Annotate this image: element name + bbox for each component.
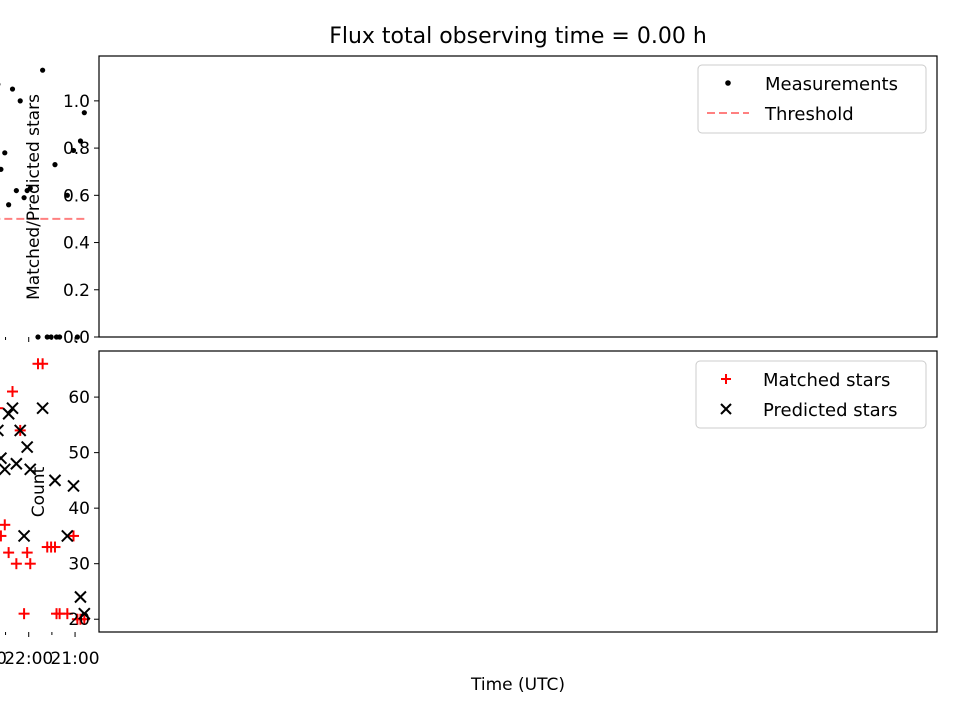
count-legend: Matched stars Predicted stars: [695, 360, 927, 429]
matched-star-marker: [51, 608, 63, 620]
ratio-y-tick-label: 0.4: [63, 234, 90, 254]
predicted-star-marker: [17, 529, 31, 543]
predicted-marker-b: [17, 529, 31, 543]
predicted-star-marker: [0, 424, 5, 437]
predicted-marker-b: [20, 440, 34, 454]
measurement-point: [6, 202, 12, 208]
measurement-point: [52, 162, 58, 168]
predicted-marker-b: [36, 401, 49, 415]
measurement-point: [24, 187, 30, 194]
predicted-marker-b: [14, 424, 27, 437]
measurement-point: [2, 150, 8, 156]
predicted-marker-b: [0, 451, 8, 461]
legend-predicted-marker: [720, 403, 732, 415]
ratio-panel: Flux total observing time = 0.00 h 0.0 0.…: [0, 24, 938, 348]
measurement-point: [40, 67, 46, 73]
predicted-marker-b: [74, 590, 87, 604]
predicted-marker-b: [48, 474, 62, 487]
matched-star-marker: [18, 608, 30, 620]
predicted-marker-b: [10, 457, 23, 470]
count-y-tick-label: 20: [68, 610, 90, 630]
ratio-y-axis-label: Matched/Predicted stars: [24, 94, 44, 300]
matched-star-marker: [21, 547, 33, 559]
measurement-point: [0, 166, 4, 172]
predicted-marker-b: [24, 463, 37, 476]
count-y-axis-label: Count: [29, 466, 49, 517]
predicted-star-marker: [6, 401, 19, 415]
predicted-marker-b: [0, 463, 11, 476]
measurement-point: [74, 334, 80, 340]
predicted-star-marker: [67, 479, 80, 493]
matched-star-marker: [3, 547, 15, 559]
predicted-marker-b: [67, 479, 80, 493]
ratio-plot-frame: [98, 55, 938, 338]
count-y-tick-label: 60: [68, 388, 90, 408]
matched-star-marker: [32, 358, 44, 370]
predicted-star-marker: [78, 607, 91, 620]
count-x-tick-label: 22:00: [4, 649, 53, 669]
predicted-marker-b: [0, 424, 5, 430]
measurement-point: [9, 86, 16, 92]
predicted-marker-a: [0, 431, 5, 437]
matched-star-marker: [41, 541, 53, 553]
measurement-point: [17, 98, 23, 104]
predicted-star-marker: [61, 529, 74, 543]
predicted-star-marker: [0, 451, 8, 465]
legend-threshold-label: Threshold: [764, 104, 854, 125]
predicted-star-marker: [2, 407, 15, 420]
predicted-star-marker: [10, 457, 23, 470]
legend-measurements-marker: [725, 80, 731, 86]
predicted-star-marker: [0, 463, 11, 476]
legend-measurements-label: Measurements: [765, 74, 898, 95]
matched-star-marker: [10, 558, 22, 570]
predicted-marker-b: [61, 529, 74, 543]
predicted-star-marker: [48, 474, 62, 487]
ratio-y-tick-label: 0.0: [63, 328, 90, 348]
measurement-point: [77, 138, 84, 144]
measurement-point: [53, 334, 60, 340]
legend-matched-label: Matched stars: [763, 370, 890, 391]
predicted-marker-b: [2, 407, 15, 420]
ratio-y-tick-label: 0.2: [63, 281, 90, 301]
count-y-tick-label: 50: [68, 444, 90, 464]
predicted-star-marker: [24, 463, 37, 476]
chart-title: Flux total observing time = 0.00 h: [329, 24, 707, 49]
measurement-point: [13, 187, 19, 194]
predicted-star-marker: [74, 590, 87, 604]
ratio-y-tick-label: 1.0: [63, 92, 90, 112]
count-x-tick-label: 23:00: [0, 649, 7, 669]
measurement-point: [44, 334, 50, 340]
matched-star-marker: [6, 386, 18, 398]
matched-star-marker: [24, 558, 36, 570]
matched-star-marker: [0, 530, 7, 542]
predicted-marker-b: [78, 607, 91, 620]
measurement-point: [21, 195, 27, 201]
predicted-star-marker: [20, 440, 34, 454]
measurement-point: [70, 147, 77, 154]
ratio-y-tick-label: 0.6: [63, 186, 90, 206]
matched-star-marker: [0, 519, 11, 531]
measurement-point: [64, 192, 70, 198]
count-plot-frame: [98, 350, 938, 633]
matched-star-marker: [71, 613, 83, 625]
predicted-marker-b: [6, 401, 19, 415]
ratio-legend: Measurements Threshold: [697, 64, 927, 134]
legend-matched-marker: [721, 374, 731, 384]
matched-star-marker: [68, 530, 80, 542]
measurement-point: [48, 334, 54, 340]
predicted-star-marker: [36, 401, 49, 415]
ratio-y-tick-label: 0.8: [63, 139, 90, 159]
count-y-tick-label: 40: [68, 499, 90, 519]
legend-predicted-label: Predicted stars: [763, 400, 897, 421]
count-y-tick-label: 30: [68, 555, 90, 575]
matched-star-marker: [0, 407, 4, 410]
x-axis-label: Time (UTC): [470, 675, 565, 695]
measurement-point: [81, 110, 87, 116]
measurement-point: [35, 334, 41, 340]
count-x-tick-label: 21:00: [51, 649, 100, 669]
predicted-star-marker: [14, 424, 27, 437]
